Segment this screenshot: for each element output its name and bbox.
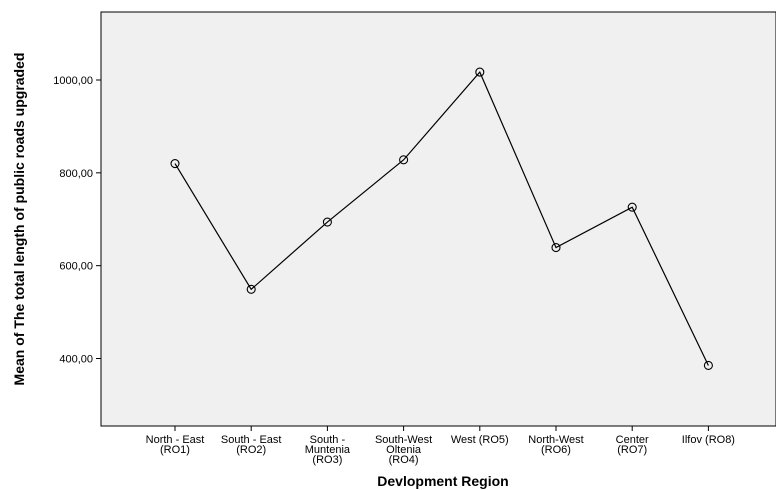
x-category-label: West (RO5) [451,434,509,446]
plot-area [100,11,776,427]
data-point [551,243,561,253]
x-category-label: Center (RO7) [616,434,649,456]
y-tick-label: 600,00 [59,261,93,273]
y-tick-label: 400,00 [59,354,93,366]
data-point [475,67,485,77]
x-category-label: South-West Oltenia (RO4) [375,434,432,466]
series-line [174,70,709,366]
x-category-label: North - East (RO1) [146,434,205,456]
data-point [399,155,409,165]
x-category-label: South -Muntenia (RO3) [305,434,351,466]
y-tick-label: 1000,00 [53,75,93,87]
data-point [703,360,713,371]
data-point [246,284,256,294]
data-point [322,217,332,227]
y-axis-title: Mean of The total length of public roads… [11,53,27,386]
y-tick-label: 800,00 [59,168,93,180]
data-point [627,202,637,212]
y-axis: 400,00 600,00 800,00 1000,00 [53,75,101,366]
x-category-label: South - East (RO2) [221,434,282,456]
data-point [170,159,180,169]
x-category-label: Ilfov (RO8) [682,434,735,446]
x-axis: North - East (RO1) South - East (RO2) South … [146,426,735,466]
x-category-label: North-West (RO6) [528,434,583,456]
data-markers [170,67,713,371]
x-axis-title: Devlopment Region [377,473,508,489]
